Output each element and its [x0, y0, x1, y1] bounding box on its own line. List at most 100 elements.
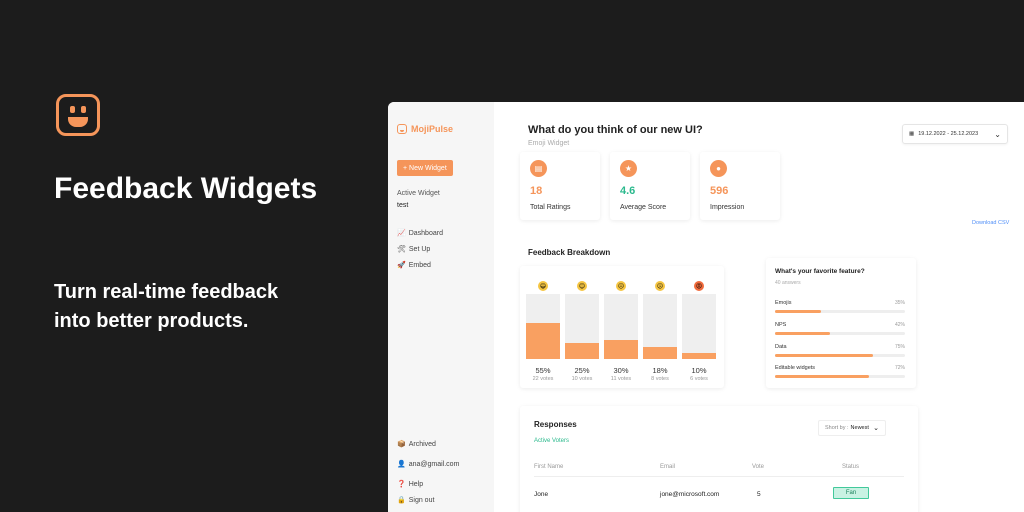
bar-fill	[604, 339, 638, 359]
chevron-down-icon: ⌄	[994, 129, 1001, 139]
brand[interactable]: MojiPulse	[397, 124, 453, 134]
emoji-icon: 😄	[538, 281, 548, 291]
cell-first-name: Jone	[534, 491, 549, 498]
feature-label: NPS	[775, 322, 787, 328]
status-badge: Fan	[833, 487, 869, 499]
active-widget-label: Active Widget	[397, 190, 440, 197]
sidebar-item-label: Sign out	[408, 496, 435, 504]
bar-fill	[682, 352, 716, 359]
sidebar-item-help[interactable]: ❓ Help	[397, 480, 423, 489]
app-window: MojiPulse + New Widget Active Widget tes…	[388, 102, 1024, 512]
feature-row: Emojis 35%	[775, 300, 905, 313]
feature-poll-answers: 40 answers	[775, 280, 801, 286]
sort-dropdown[interactable]: Short by : Newest ⌄	[818, 420, 886, 436]
sidebar-item-archived[interactable]: 📦 Archived	[397, 440, 436, 449]
bar-votes: 11 votes	[610, 376, 632, 382]
bar-percent: 25%	[574, 366, 590, 375]
bar-percent: 18%	[652, 366, 668, 375]
stat-average-score: ★ 4.6 Average Score	[610, 152, 690, 220]
date-range-value: 19.12.2022 - 25.12.2023	[918, 131, 979, 137]
feature-percent: 75%	[894, 344, 905, 350]
responses-title: Responses	[534, 420, 577, 429]
rocket-icon: 🚀	[397, 262, 406, 269]
feature-bar	[775, 375, 905, 378]
chevron-down-icon: ⌄	[873, 425, 879, 432]
hero-subtitle: Turn real-time feedback into better prod…	[54, 281, 279, 332]
active-widget-value[interactable]: test	[397, 202, 409, 209]
user-icon: ●	[710, 160, 727, 177]
brand-logo-icon	[397, 124, 407, 134]
feature-row: Editable widgets 72%	[775, 365, 905, 378]
stat-value: 18	[530, 185, 543, 197]
user-icon: 👤	[397, 461, 406, 468]
brand-name: MojiPulse	[411, 124, 454, 134]
feature-bar-fill	[775, 310, 821, 313]
stat-total-ratings: ▤ 18 Total Ratings	[520, 152, 600, 220]
bar-votes: 6 votes	[690, 376, 708, 382]
feature-bar-fill	[775, 375, 869, 378]
main-content: What do you think of our new UI? Emoji W…	[494, 102, 1024, 512]
star-icon: ★	[620, 160, 637, 177]
stat-value: 596	[710, 185, 729, 197]
sidebar-item-label: Archived	[408, 440, 436, 448]
sidebar-item-embed[interactable]: 🚀 Embed	[397, 261, 431, 270]
bar-votes: 10 votes	[571, 376, 593, 382]
lock-icon: 🔒	[397, 497, 406, 504]
sidebar-item-setup[interactable]: 🛠 Set Up	[397, 245, 430, 254]
stat-label: Average Score	[620, 204, 667, 211]
sidebar-item-label: ana@gmail.com	[408, 460, 460, 468]
feature-row: NPS 42%	[775, 322, 905, 335]
bar-track	[604, 294, 638, 359]
bar-percent: 30%	[613, 366, 629, 375]
question-icon: ❓	[397, 481, 406, 488]
date-range-picker[interactable]: ▦ 19.12.2022 - 25.12.2023 ⌄	[902, 124, 1008, 144]
sidebar-item-dashboard[interactable]: 📈 Dashboard	[397, 229, 443, 238]
bar-track	[526, 294, 560, 359]
emoji-icon: 😐	[616, 281, 626, 291]
breakdown-card: 😄 55% 22 votes 😊 25% 10 votes 😐 30% 11 v…	[520, 266, 724, 388]
bar-track	[682, 294, 716, 359]
download-csv-link[interactable]: Download CSV	[972, 220, 1010, 226]
sort-value: Newest	[850, 425, 869, 431]
feature-percent: 72%	[894, 365, 905, 371]
sidebar-item-account[interactable]: 👤 ana@gmail.com	[397, 460, 460, 469]
box-icon: 📦	[397, 441, 406, 448]
feature-percent: 42%	[894, 322, 905, 328]
sort-label: Short by :	[825, 425, 849, 431]
new-widget-button[interactable]: + New Widget	[397, 160, 453, 176]
stat-impression: ● 596 Impression	[700, 152, 780, 220]
stat-value: 4.6	[620, 185, 636, 197]
column-header: First Name	[534, 464, 564, 470]
feature-poll-card: What's your favorite feature? 40 answers…	[766, 258, 916, 388]
stat-label: Impression	[710, 204, 745, 211]
bar-track	[643, 294, 677, 359]
tab-active-voters[interactable]: Active Voters	[534, 438, 570, 444]
sidebar-item-label: Dashboard	[408, 229, 443, 237]
sidebar-item-signout[interactable]: 🔒 Sign out	[397, 496, 435, 505]
feature-bar	[775, 332, 905, 335]
feature-bar	[775, 354, 905, 357]
cell-vote: 5	[757, 491, 761, 498]
emoji-icon: 😕	[655, 281, 665, 291]
bar-percent: 10%	[691, 366, 707, 375]
bar-fill	[526, 323, 560, 359]
feature-label: Data	[775, 344, 787, 350]
emoji-icon: 😡	[694, 281, 704, 291]
widget-question: What do you think of our new UI?	[528, 124, 703, 136]
sidebar: MojiPulse + New Widget Active Widget tes…	[388, 102, 494, 512]
cell-email: jone@microsoft.com	[660, 491, 720, 498]
feature-label: Emojis	[775, 300, 792, 306]
bar-votes: 22 votes	[532, 376, 554, 382]
hero-logo-icon	[56, 94, 100, 136]
stat-label: Total Ratings	[530, 204, 571, 211]
emoji-icon: 😊	[577, 281, 587, 291]
feature-bar-fill	[775, 354, 873, 357]
table-divider	[534, 476, 904, 477]
column-header: Vote	[752, 464, 765, 470]
bar-track	[565, 294, 599, 359]
chart-icon: 📈	[397, 230, 406, 237]
feature-bar-fill	[775, 332, 830, 335]
bar-votes: 8 votes	[651, 376, 669, 382]
bar-fill	[565, 342, 599, 359]
tools-icon: 🛠	[397, 246, 406, 253]
